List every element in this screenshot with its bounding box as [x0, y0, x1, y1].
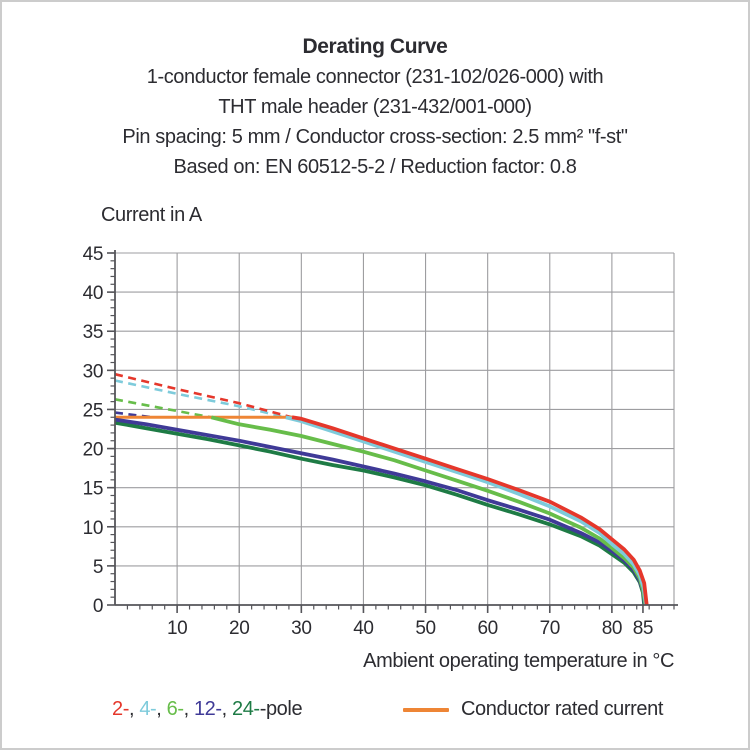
x-tick-label: 60	[477, 618, 497, 639]
curve-solid-6-pole	[210, 415, 648, 606]
gridlines	[115, 252, 675, 605]
y-tick-label: 30	[83, 361, 103, 382]
y-tick-label: 35	[83, 322, 103, 343]
y-tick-label: 0	[93, 596, 103, 617]
pole-legend: 2-, 4-, 6-, 12-, 24--pole	[112, 698, 303, 721]
y-tick-label: 5	[93, 557, 103, 578]
legend-series-2-pole: 2-	[112, 698, 129, 720]
legend-series-12-pole: 12-	[193, 698, 222, 720]
chart-subtitle-line-4: Based on: EN 60512-5-2 / Reduction facto…	[173, 156, 577, 178]
curve-dashed-4-pole	[114, 379, 287, 419]
x-tick-label: 80	[602, 618, 622, 639]
y-tick-label: 25	[83, 400, 103, 421]
legend-separator: ,	[183, 698, 194, 720]
x-axis-title: Ambient operating temperature in °C	[363, 650, 674, 672]
curve-solid-4-pole	[285, 415, 648, 606]
axis-ticks	[107, 252, 675, 613]
curve-solid-2-pole	[291, 415, 649, 606]
y-axis-title: Current in A	[101, 204, 202, 226]
tick-labels: 10 20 30 40 50 60 70 80 85 0 5 10 15 20 25 30 35 40 45	[83, 244, 654, 639]
y-tick-label: 40	[83, 283, 103, 304]
y-tick-label: 15	[83, 479, 103, 500]
x-tick-label: 85	[633, 618, 653, 639]
legend-separator: ,	[221, 698, 232, 720]
x-tick-label: 10	[167, 618, 187, 639]
x-tick-label: 30	[291, 618, 311, 639]
rated-current-label: Conductor rated current	[461, 698, 664, 720]
chart-subtitle-line-2: THT male header (231-432/001-000)	[218, 96, 532, 118]
chart-subtitle-line-3: Pin spacing: 5 mm / Conductor cross-sect…	[122, 126, 628, 148]
legend-row: 2-, 4-, 6-, 12-, 24--pole Conductor rate…	[2, 698, 748, 726]
rated-current-line-swatch	[403, 707, 449, 712]
curve-dashed-2-pole	[114, 372, 293, 419]
curve-dashed-6-pole	[114, 398, 212, 419]
x-tick-label: 50	[415, 618, 435, 639]
legend-separator: ,	[128, 698, 140, 720]
legend-series-24-pole: 24-	[231, 698, 260, 720]
legend-series-4-pole: 4-	[139, 698, 157, 720]
y-tick-label: 10	[83, 518, 103, 539]
legend-suffix: -pole	[259, 698, 303, 720]
x-tick-label: 20	[229, 618, 249, 639]
legend-series-6-pole: 6-	[166, 698, 184, 720]
y-tick-label: 45	[83, 244, 103, 265]
chart-subtitle-line-1: 1-conductor female connector (231-102/02…	[146, 66, 604, 88]
curves	[114, 372, 649, 606]
chart-header: Derating Curve 1-conductor female connec…	[2, 32, 748, 182]
axes	[114, 250, 678, 606]
rated-current-legend: Conductor rated current	[403, 698, 663, 721]
x-tick-label: 40	[353, 618, 373, 639]
chart-title: Derating Curve	[302, 35, 448, 58]
x-tick-label: 70	[540, 618, 560, 639]
legend-separator: ,	[156, 698, 167, 720]
y-tick-label: 20	[83, 440, 103, 461]
